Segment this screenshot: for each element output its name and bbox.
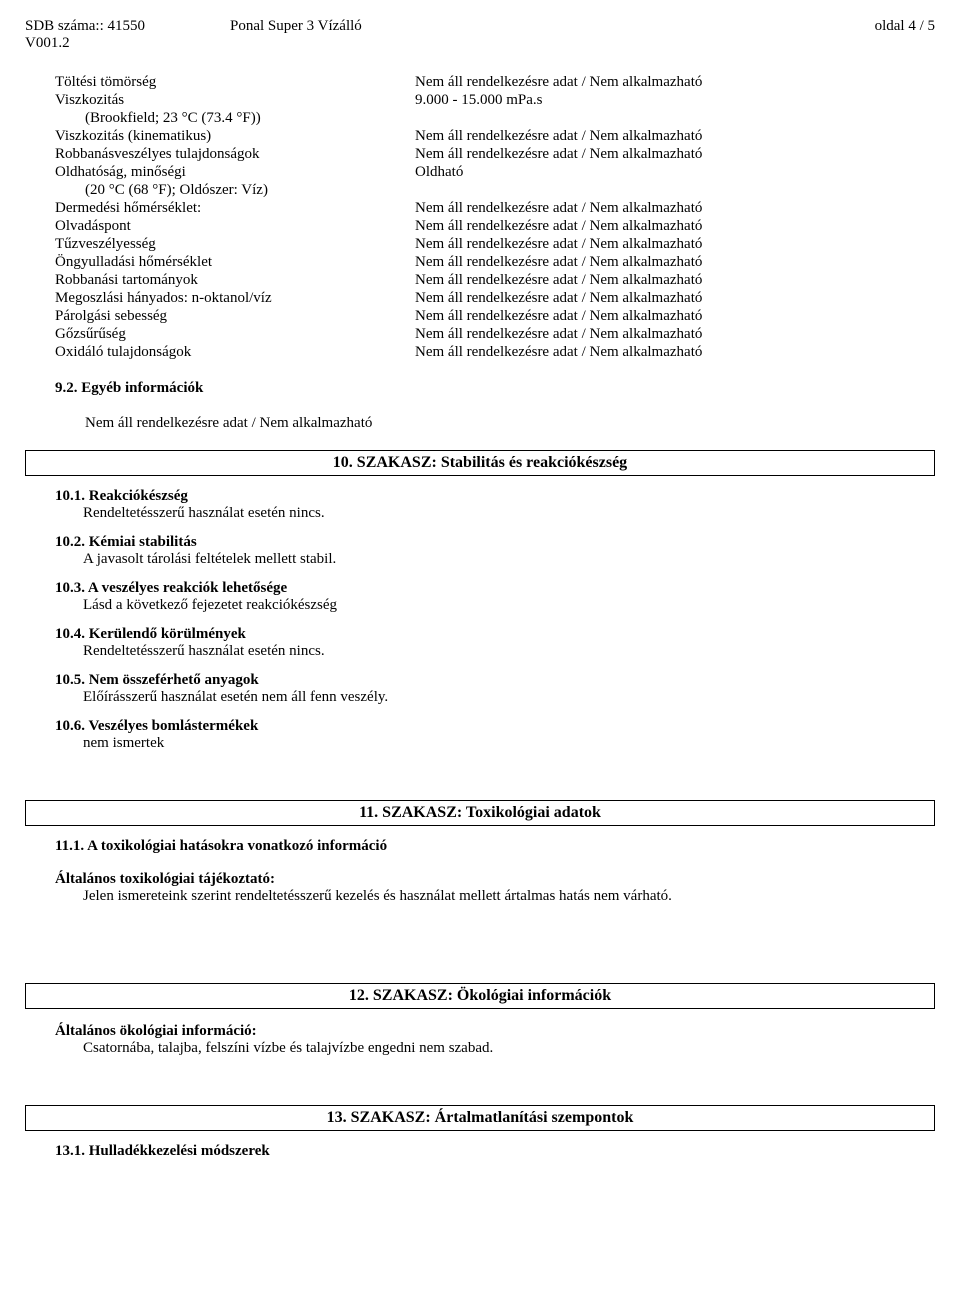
section-10-banner: 10. SZAKASZ: Stabilitás és reakciókészsé…	[25, 450, 935, 476]
subsection-title: 10.2. Kémiai stabilitás	[55, 534, 935, 551]
property-value: Nem áll rendelkezésre adat / Nem alkalma…	[415, 272, 925, 290]
section-10-3: 10.3. A veszélyes reakciók lehetősége Lá…	[55, 580, 935, 614]
property-label: Gőzsűrűség	[55, 326, 415, 344]
property-label: Tűzveszélyesség	[55, 236, 415, 254]
property-value	[415, 110, 925, 128]
property-row: TűzveszélyességNem áll rendelkezésre ada…	[55, 236, 925, 254]
eco-general: Általános ökológiai információ: Csatorná…	[55, 1023, 935, 1057]
property-value: Oldható	[415, 164, 925, 182]
property-sublabel: (20 °C (68 °F); Oldószer: Víz)	[55, 182, 415, 200]
property-sublabel: (Brookfield; 23 °C (73.4 °F))	[55, 110, 415, 128]
property-row: Párolgási sebességNem áll rendelkezésre …	[55, 308, 925, 326]
property-label: Viszkozitás (kinematikus)	[55, 128, 415, 146]
subsection-body: nem ismertek	[83, 735, 935, 752]
subsection-body: Rendeltetésszerű használat esetén nincs.	[83, 505, 935, 522]
property-label: Oxidáló tulajdonságok	[55, 344, 415, 362]
property-row: Oxidáló tulajdonságokNem áll rendelkezés…	[55, 344, 925, 362]
subsection-title: 10.6. Veszélyes bomlástermékek	[55, 718, 935, 735]
section-11-1: 11.1. A toxikológiai hatásokra vonatkozó…	[55, 838, 935, 855]
property-value: Nem áll rendelkezésre adat / Nem alkalma…	[415, 218, 925, 236]
properties-table: Töltési tömörségNem áll rendelkezésre ad…	[55, 74, 925, 362]
subsection-title: 10.4. Kerülendő körülmények	[55, 626, 935, 643]
tox-general: Általános toxikológiai tájékoztató: Jele…	[55, 871, 935, 905]
property-row: (Brookfield; 23 °C (73.4 °F))	[55, 110, 925, 128]
property-row: OlvadáspontNem áll rendelkezésre adat / …	[55, 218, 925, 236]
property-value: Nem áll rendelkezésre adat / Nem alkalma…	[415, 200, 925, 218]
subsection-body: Lásd a következő fejezetet reakciókészsé…	[83, 597, 935, 614]
page-header: SDB száma:: 41550 V001.2 Ponal Super 3 V…	[25, 18, 935, 52]
property-row: Oldhatóság, minőségiOldható	[55, 164, 925, 182]
property-row: Robbanási tartományokNem áll rendelkezés…	[55, 272, 925, 290]
section-9-2-title: 9.2. Egyéb információk	[55, 380, 935, 397]
property-row: Töltési tömörségNem áll rendelkezésre ad…	[55, 74, 925, 92]
property-value: Nem áll rendelkezésre adat / Nem alkalma…	[415, 290, 925, 308]
property-value: Nem áll rendelkezésre adat / Nem alkalma…	[415, 254, 925, 272]
property-label: Öngyulladási hőmérséklet	[55, 254, 415, 272]
subsection-body: Előírásszerű használat esetén nem áll fe…	[83, 689, 935, 706]
sdb-number: SDB száma:: 41550	[25, 18, 145, 35]
section-9-2-body: Nem áll rendelkezésre adat / Nem alkalma…	[85, 415, 935, 432]
section-10-6: 10.6. Veszélyes bomlástermékek nem ismer…	[55, 718, 935, 752]
section-10-4: 10.4. Kerülendő körülmények Rendeltetéss…	[55, 626, 935, 660]
property-value: Nem áll rendelkezésre adat / Nem alkalma…	[415, 236, 925, 254]
property-row: Megoszlási hányados: n-oktanol/vízNem ál…	[55, 290, 925, 308]
property-label: Párolgási sebesség	[55, 308, 415, 326]
property-label: Megoszlási hányados: n-oktanol/víz	[55, 290, 415, 308]
section-11-banner: 11. SZAKASZ: Toxikológiai adatok	[25, 800, 935, 826]
property-value: Nem áll rendelkezésre adat / Nem alkalma…	[415, 74, 925, 92]
property-value: Nem áll rendelkezésre adat / Nem alkalma…	[415, 344, 925, 362]
property-row: Dermedési hőmérséklet:Nem áll rendelkezé…	[55, 200, 925, 218]
subsection-body: A javasolt tárolási feltételek mellett s…	[83, 551, 935, 568]
product-name: Ponal Super 3 Vízálló	[230, 18, 960, 35]
eco-general-title: Általános ökológiai információ:	[55, 1023, 935, 1040]
property-value: Nem áll rendelkezésre adat / Nem alkalma…	[415, 326, 925, 344]
property-value: Nem áll rendelkezésre adat / Nem alkalma…	[415, 128, 925, 146]
property-label: Viszkozitás	[55, 92, 415, 110]
tox-general-title: Általános toxikológiai tájékoztató:	[55, 871, 935, 888]
property-label: Robbanásveszélyes tulajdonságok	[55, 146, 415, 164]
property-label: Robbanási tartományok	[55, 272, 415, 290]
tox-general-body: Jelen ismereteink szerint rendeltetéssze…	[83, 888, 935, 905]
property-value: Nem áll rendelkezésre adat / Nem alkalma…	[415, 308, 925, 326]
subsection-title: 10.3. A veszélyes reakciók lehetősége	[55, 580, 935, 597]
section-10-2: 10.2. Kémiai stabilitás A javasolt tárol…	[55, 534, 935, 568]
section-13-banner: 13. SZAKASZ: Ártalmatlanítási szempontok	[25, 1105, 935, 1131]
property-value: 9.000 - 15.000 mPa.s	[415, 92, 925, 110]
property-row: Robbanásveszélyes tulajdonságokNem áll r…	[55, 146, 925, 164]
property-value	[415, 182, 925, 200]
subsection-title: 10.5. Nem összeférhető anyagok	[55, 672, 935, 689]
property-label: Töltési tömörség	[55, 74, 415, 92]
version: V001.2	[25, 35, 145, 52]
property-row: Viszkozitás9.000 - 15.000 mPa.s	[55, 92, 925, 110]
property-label: Oldhatóság, minőségi	[55, 164, 415, 182]
subsection-title: 10.1. Reakciókészség	[55, 488, 935, 505]
section-13-1: 13.1. Hulladékkezelési módszerek	[55, 1143, 935, 1160]
property-row: (20 °C (68 °F); Oldószer: Víz)	[55, 182, 925, 200]
eco-general-body: Csatornába, talajba, felszíni vízbe és t…	[83, 1040, 935, 1057]
property-label: Dermedési hőmérséklet:	[55, 200, 415, 218]
property-label: Olvadáspont	[55, 218, 415, 236]
subsection-title: 13.1. Hulladékkezelési módszerek	[55, 1143, 935, 1160]
property-row: GőzsűrűségNem áll rendelkezésre adat / N…	[55, 326, 925, 344]
property-value: Nem áll rendelkezésre adat / Nem alkalma…	[415, 146, 925, 164]
property-row: Öngyulladási hőmérsékletNem áll rendelke…	[55, 254, 925, 272]
section-10-1: 10.1. Reakciókészség Rendeltetésszerű ha…	[55, 488, 935, 522]
subsection-title: 11.1. A toxikológiai hatásokra vonatkozó…	[55, 838, 935, 855]
subsection-body: Rendeltetésszerű használat esetén nincs.	[83, 643, 935, 660]
section-10-5: 10.5. Nem összeférhető anyagok Előírássz…	[55, 672, 935, 706]
section-12-banner: 12. SZAKASZ: Ökológiai információk	[25, 983, 935, 1009]
property-row: Viszkozitás (kinematikus)Nem áll rendelk…	[55, 128, 925, 146]
